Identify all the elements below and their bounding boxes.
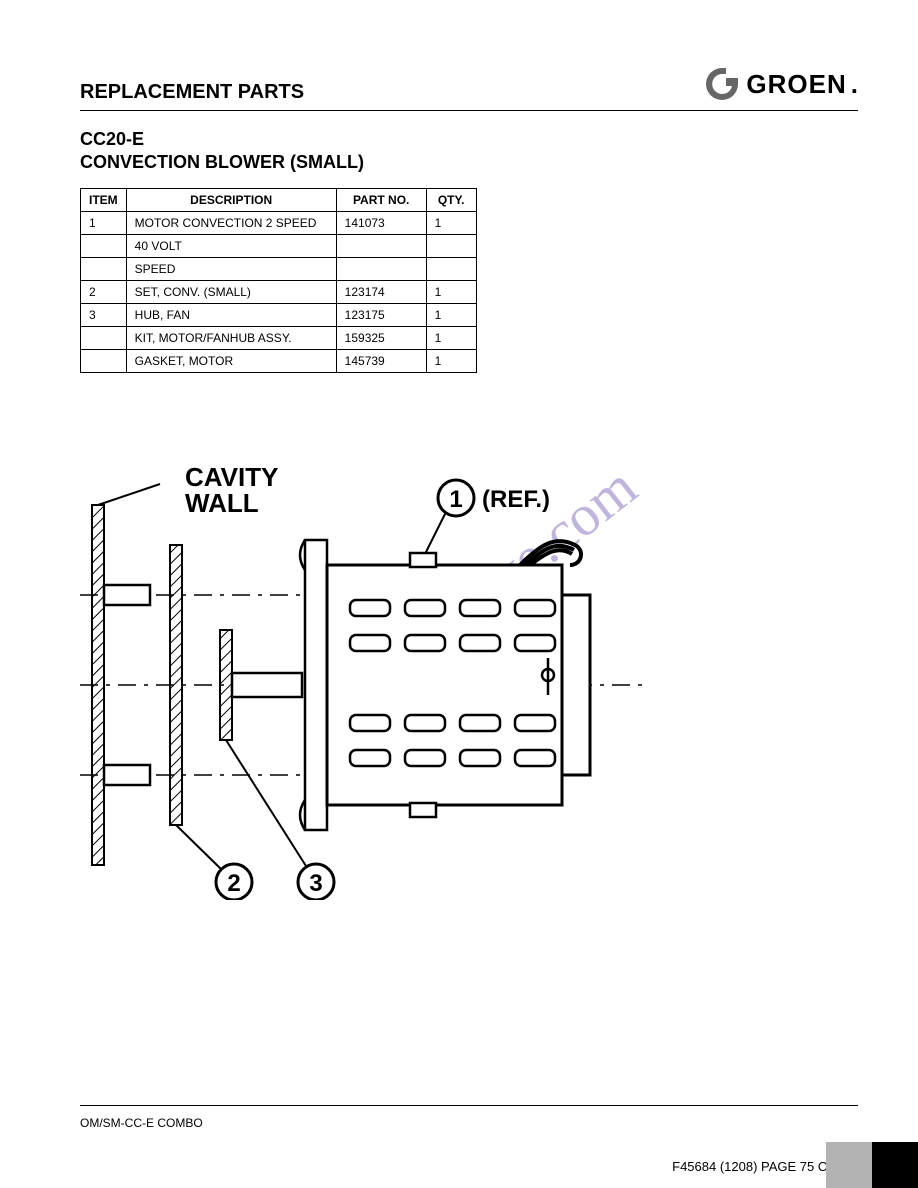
footer-title: OM/SM-CC-E COMBO: [80, 1116, 203, 1130]
cell: [81, 258, 127, 281]
table-row: 2 SET, CONV. (SMALL) 123174 1: [81, 281, 477, 304]
cell: [426, 258, 476, 281]
logo-text: GROEN: [746, 69, 846, 100]
label-cavity-wall-2: WALL: [185, 488, 259, 518]
brand-logo: GROEN .: [702, 64, 858, 104]
callout-2: 2: [227, 870, 240, 897]
section-title: REPLACEMENT PARTS: [80, 81, 304, 104]
cell: [336, 235, 426, 258]
cell: [81, 327, 127, 350]
cell: 1: [426, 327, 476, 350]
cell: MOTOR CONVECTION 2 SPEED: [126, 212, 336, 235]
callout-3: 3: [309, 870, 322, 897]
cell: 123175: [336, 304, 426, 327]
table-header-row: ITEM DESCRIPTION PART NO. QTY.: [81, 189, 477, 212]
table-row: SPEED: [81, 258, 477, 281]
col-header-part: PART NO.: [336, 189, 426, 212]
cell: [81, 350, 127, 373]
cell: 1: [426, 350, 476, 373]
corner-box-black: [872, 1142, 918, 1188]
cell: 40 VOLT: [126, 235, 336, 258]
cell: [336, 258, 426, 281]
table-row: 1 MOTOR CONVECTION 2 SPEED 141073 1: [81, 212, 477, 235]
cell: 1: [426, 281, 476, 304]
subtitle: CC20-E CONVECTION BLOWER (SMALL): [80, 128, 364, 173]
footer-divider: [80, 1105, 858, 1106]
cell: 123174: [336, 281, 426, 304]
logo-g-icon: [702, 64, 742, 104]
cell: HUB, FAN: [126, 304, 336, 327]
table-row: KIT, MOTOR/FANHUB ASSY. 159325 1: [81, 327, 477, 350]
cell: [81, 235, 127, 258]
cell: 3: [81, 304, 127, 327]
cell: 1: [426, 304, 476, 327]
cell: 2: [81, 281, 127, 304]
cell: GASKET, MOTOR: [126, 350, 336, 373]
label-ref: (REF.): [482, 486, 550, 513]
col-header-desc: DESCRIPTION: [126, 189, 336, 212]
table-row: 3 HUB, FAN 123175 1: [81, 304, 477, 327]
cell: SPEED: [126, 258, 336, 281]
cell: 1: [81, 212, 127, 235]
assembly-diagram: CAVITY WALL 1 (REF.) 2 3: [80, 450, 660, 900]
cell: KIT, MOTOR/FANHUB ASSY.: [126, 327, 336, 350]
assembly-name: CONVECTION BLOWER (SMALL): [80, 151, 364, 174]
cell: SET, CONV. (SMALL): [126, 281, 336, 304]
page-corner-blocks: [826, 1142, 918, 1188]
cell: 141073: [336, 212, 426, 235]
cell: 145739: [336, 350, 426, 373]
corner-box-grey: [826, 1142, 872, 1188]
cell: [426, 235, 476, 258]
table-row: 40 VOLT: [81, 235, 477, 258]
logo-dot: .: [851, 69, 858, 100]
header-divider: [80, 110, 858, 111]
col-header-qty: QTY.: [426, 189, 476, 212]
cell: 1: [426, 212, 476, 235]
callout-1: 1: [449, 486, 462, 513]
cell: 159325: [336, 327, 426, 350]
model-number: CC20-E: [80, 128, 364, 151]
parts-table: ITEM DESCRIPTION PART NO. QTY. 1 MOTOR C…: [80, 188, 477, 373]
table-row: GASKET, MOTOR 145739 1: [81, 350, 477, 373]
col-header-item: ITEM: [81, 189, 127, 212]
